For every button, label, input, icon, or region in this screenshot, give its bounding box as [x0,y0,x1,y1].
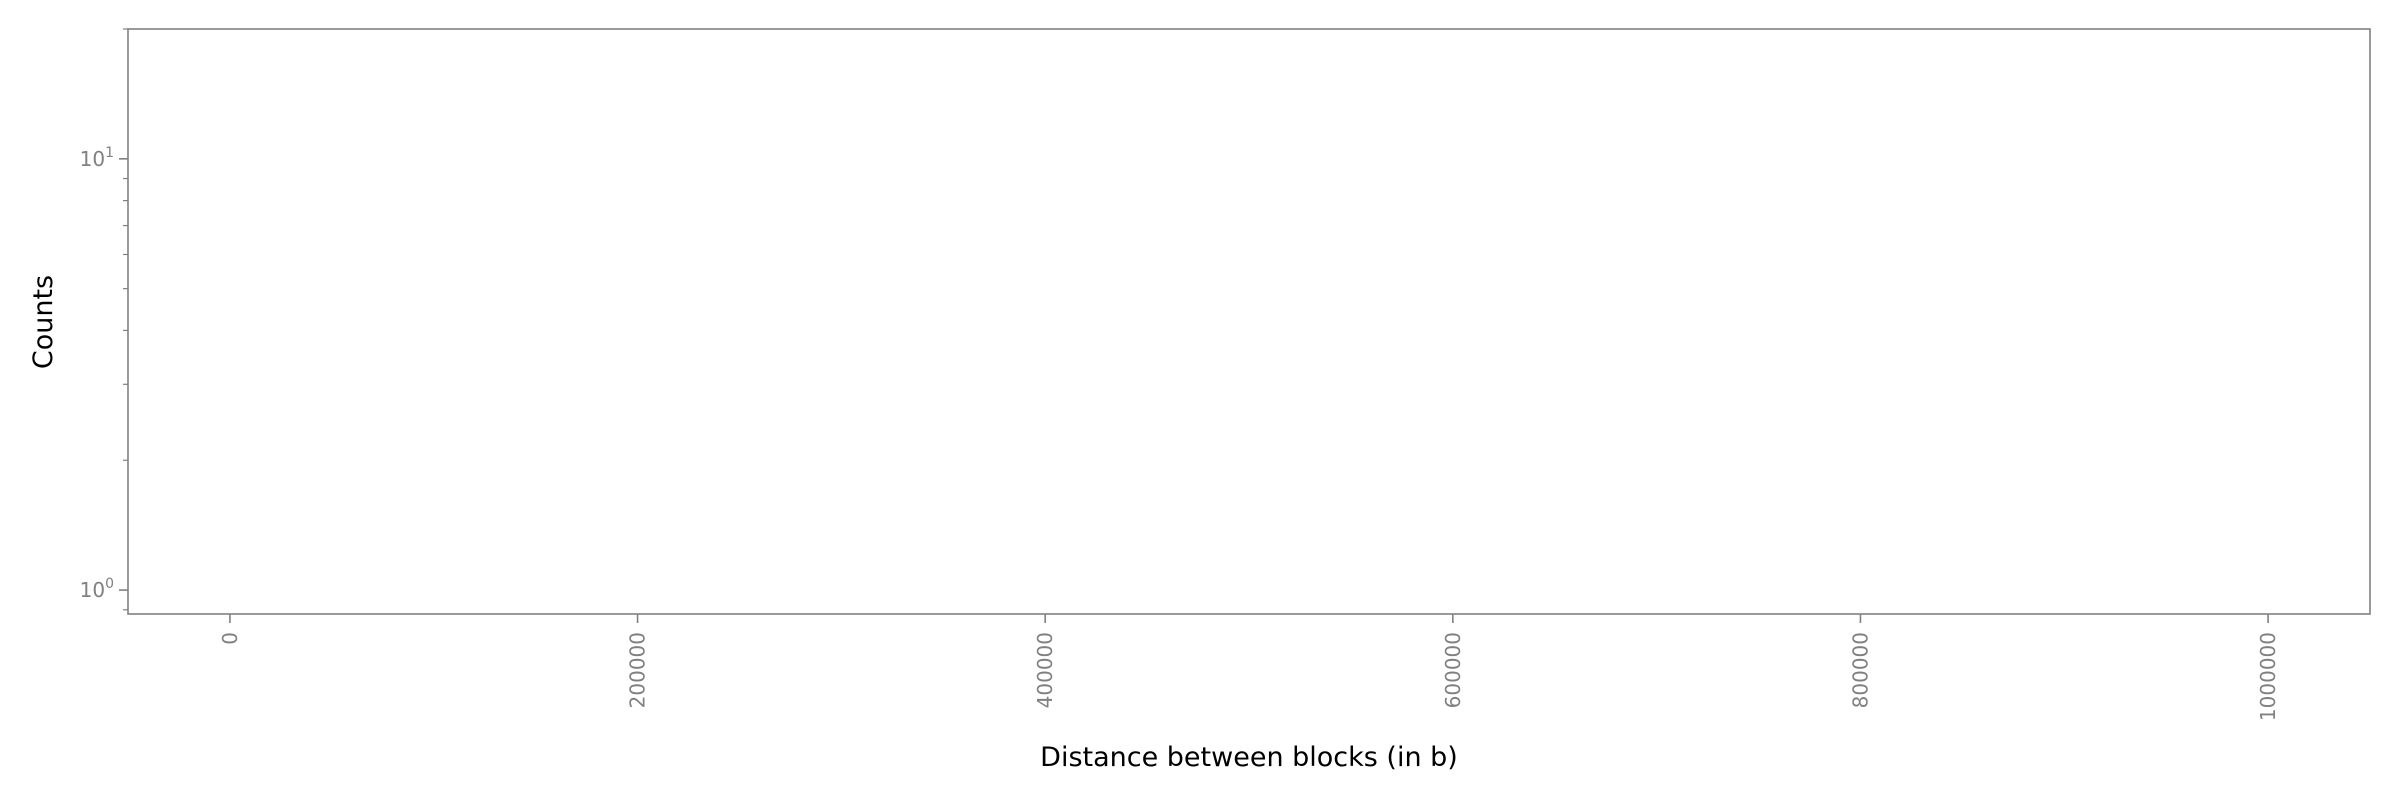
x-axis-title: Distance between blocks (in b) [1040,742,1458,773]
x-tick-label: 800000 [1848,632,1872,708]
x-tick-label: 600000 [1441,632,1465,708]
y-axis: 100 101 [80,28,128,611]
y-axis-title: Counts [28,275,59,369]
x-tick-label: 200000 [626,632,650,708]
y-tick-label: 101 [80,145,114,171]
x-tick-label: 400000 [1033,632,1057,708]
x-tick-label: 0 [218,632,242,645]
y-tick-label: 100 [80,576,114,602]
x-tick-label: 1000000 [2256,632,2280,721]
x-axis: 0 200000 400000 600000 800000 1000000 [218,614,2280,721]
plot-area [127,28,2371,615]
